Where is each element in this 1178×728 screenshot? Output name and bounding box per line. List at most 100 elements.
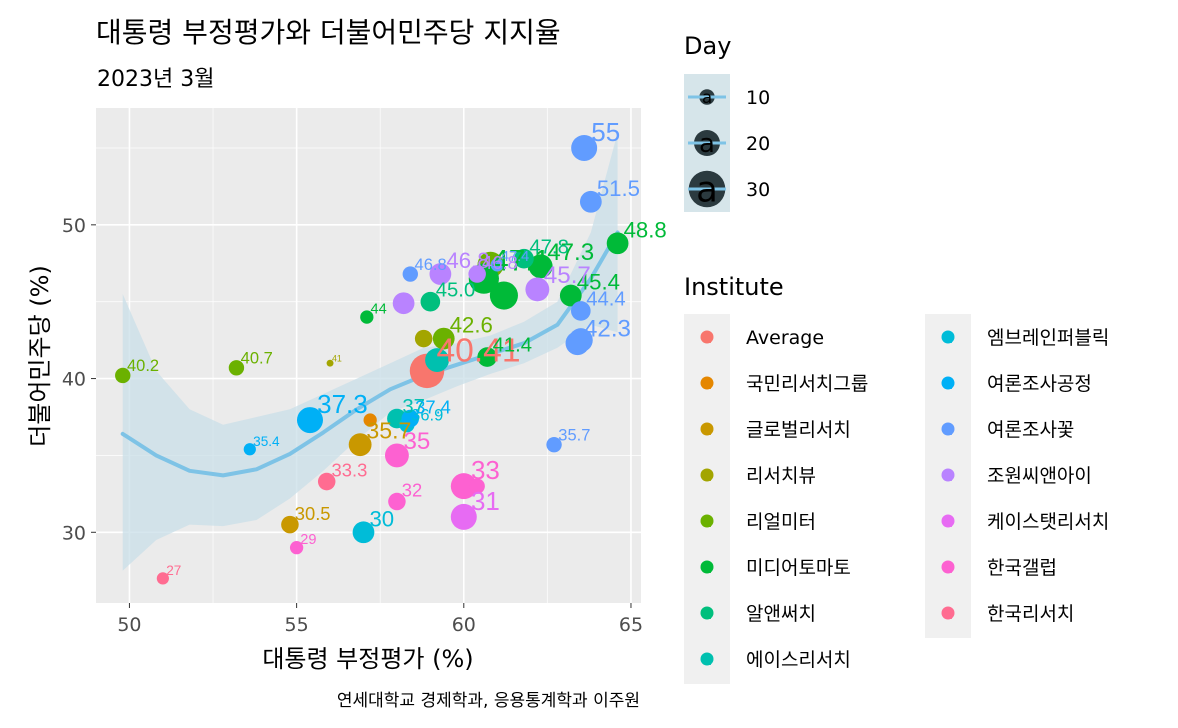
chart-title: 대통령 부정평가와 더불어민주당 지지율	[96, 16, 561, 49]
data-label: 29	[300, 532, 316, 548]
legend-day-label: 10	[746, 87, 770, 109]
data-label: 44.4	[586, 289, 625, 311]
point	[348, 433, 372, 457]
point	[546, 436, 562, 453]
point	[360, 310, 374, 324]
point	[570, 301, 591, 321]
chart-caption: 연세대학교 경제학과, 응용통계학과 이주원	[337, 691, 640, 711]
legend-institute-key-glyph: a	[703, 652, 711, 668]
point	[425, 348, 449, 373]
data-points	[115, 134, 629, 585]
data-label: 33.3	[332, 460, 368, 481]
data-label: 47.3	[547, 239, 594, 266]
legend-day-title: Day	[684, 32, 731, 60]
legend-institute-key-point	[700, 560, 714, 574]
legend-institute-label: 여론조사공정	[987, 373, 1092, 395]
legend-institute-key-glyph: a	[944, 330, 952, 346]
legend-institute-label: 리서치뷰	[746, 465, 816, 487]
data-label: 35.7	[558, 426, 590, 444]
axis-ticks: 50 55 60 65 30 40 50	[62, 215, 643, 636]
legend-institute-label: 국민리서치그룹	[746, 373, 868, 395]
data-labels: 40.41 30.5 35.7 41 40.2 40.7 42.6 44 47.147.3 48.…	[127, 117, 667, 578]
legend-institute-label: 리얼미터	[746, 511, 816, 533]
legend-institute-label: 엠브레인퍼블릭	[987, 327, 1109, 349]
data-label: 31	[471, 486, 500, 516]
point	[352, 521, 375, 544]
legend-institute-key-glyph: a	[703, 376, 711, 392]
data-label: 47.8	[529, 236, 568, 258]
data-label: 51.5	[597, 176, 640, 201]
point	[388, 492, 406, 511]
legend-day-key-glyph: a	[702, 88, 712, 107]
data-label: 30.5	[295, 503, 331, 524]
confidence-band	[122, 132, 618, 571]
point	[559, 284, 582, 307]
legend-institute-key-point	[700, 514, 714, 528]
data-label: 47.4	[501, 249, 529, 265]
legend-institute-label: 한국리서치	[987, 603, 1074, 625]
legend-day: a 10 a 20 a 30	[684, 74, 770, 212]
legend-institute-key-point	[700, 376, 714, 390]
point	[289, 541, 304, 555]
point	[468, 265, 486, 283]
legend-institute-col1-background	[684, 314, 730, 684]
data-label: 30	[369, 506, 394, 531]
legend-institute-label: 한국갤럽	[987, 557, 1057, 579]
legend-day-label: 30	[746, 179, 770, 201]
legend-institute-key-point	[941, 330, 955, 344]
legend-institute-key-point	[941, 514, 955, 528]
x-tick-label: 55	[285, 614, 309, 636]
point	[429, 263, 452, 285]
point	[296, 407, 323, 434]
data-label: 42.3	[584, 316, 631, 343]
legend-institute-key-point	[941, 606, 955, 620]
legend-institute-key-point	[700, 606, 714, 620]
data-label: 36.9	[411, 406, 443, 424]
point	[156, 572, 169, 585]
point	[115, 367, 131, 384]
point	[384, 443, 409, 468]
point	[432, 327, 455, 350]
point	[243, 443, 256, 456]
legend-institute-key-glyph: a	[944, 376, 952, 392]
point	[401, 409, 420, 428]
data-label: 37.3	[317, 389, 368, 419]
legend-institute-label: 에이스리서치	[746, 649, 851, 671]
point	[514, 248, 534, 269]
data-label: 32	[402, 480, 422, 501]
point	[414, 329, 433, 348]
data-label: 27	[166, 563, 181, 578]
point	[477, 347, 498, 367]
legend-institute-key-point	[941, 422, 955, 436]
data-label: 40.41	[436, 332, 520, 369]
legend-institute-label: 조원씨앤아이	[987, 465, 1092, 487]
legend-institute-label: 미디어토마토	[746, 557, 851, 579]
data-label: 45.0	[436, 279, 475, 301]
point	[402, 266, 418, 282]
point	[568, 328, 593, 353]
legend-day-key-glyph: a	[696, 169, 718, 210]
point	[469, 478, 485, 494]
point	[392, 292, 415, 315]
data-label: 37	[402, 396, 425, 418]
legend-institute-key-glyph: a	[703, 468, 711, 484]
point	[363, 413, 377, 427]
smooth-line	[120, 230, 620, 478]
data-label: 45.4	[577, 270, 620, 295]
data-label: 35.4	[253, 434, 280, 449]
data-label: 46.8	[482, 252, 518, 273]
legend-institute-key-glyph: a	[703, 560, 711, 576]
point	[281, 515, 299, 534]
y-tick-label: 30	[62, 522, 86, 544]
data-label: 48.8	[624, 217, 667, 242]
x-tick-label: 50	[117, 614, 141, 636]
legend-institute-key-glyph: a	[703, 606, 711, 622]
point	[317, 472, 336, 491]
legend-institute-label: Average	[746, 327, 824, 349]
data-label: 46.8	[415, 256, 447, 274]
legend-institute-key-point	[700, 330, 714, 344]
point	[450, 503, 477, 530]
point	[450, 473, 477, 500]
point	[571, 134, 598, 161]
